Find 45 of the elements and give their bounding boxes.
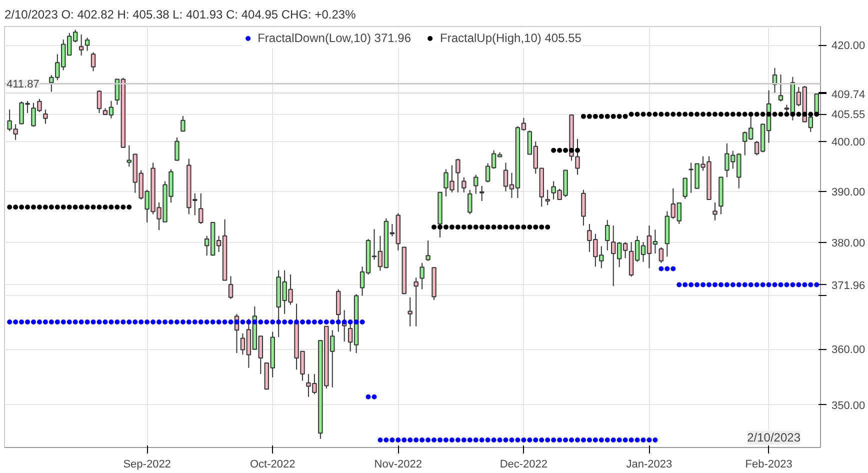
y-tick-label: 400.00: [832, 136, 866, 148]
y-tick-label: 390.00: [832, 186, 866, 198]
candlestick: [174, 136, 180, 162]
x-tick-label: Oct-2022: [250, 458, 296, 470]
y-tick-label: 409.74: [832, 88, 866, 101]
legend-label: FractalDown(Low,10) 371.96: [258, 31, 412, 45]
candlestick: [581, 189, 586, 226]
candlestick: [778, 74, 784, 102]
candlestick: [468, 189, 472, 215]
legend-label: FractalUp(High,10) 405.55: [440, 31, 582, 45]
candlestick: [479, 185, 484, 202]
candlestick: [198, 192, 204, 224]
candlestick: [228, 276, 234, 300]
candlestick: [712, 202, 718, 221]
y-tick-label: 380.00: [832, 238, 866, 250]
candlestick: [462, 176, 466, 193]
y-tick-label: 371.96: [832, 280, 866, 292]
candlestick: [90, 52, 96, 72]
y-tick-label: 360.00: [832, 344, 866, 356]
candlestick: [420, 262, 424, 290]
y-tick-label: 420.00: [832, 40, 866, 52]
candlestick: [43, 109, 48, 124]
candlestick: [426, 240, 430, 262]
x-tick-label: Feb-2023: [745, 458, 792, 470]
chart-title: 2/10/2023 O: 402.82 H: 405.38 L: 401.93 C: 404.95 CHG: +0.23%: [4, 8, 356, 22]
candlestick: [658, 246, 664, 264]
candlestick: [84, 37, 90, 52]
candlestick: [456, 158, 460, 193]
candlestick: [474, 174, 478, 194]
x-tick-label: Sep-2022: [123, 458, 171, 470]
annotation: 2/10/2023: [747, 430, 801, 444]
candlestick: [414, 277, 418, 327]
candlestick: [682, 178, 688, 200]
candlestick: [96, 90, 102, 114]
candlestick: [180, 115, 186, 132]
candlestick: [78, 34, 84, 56]
candlestick: [408, 296, 412, 327]
candlestick: [605, 219, 610, 251]
x-tick-label: Dec-2022: [500, 458, 548, 470]
y-tick-label: 405.55: [832, 109, 866, 122]
ref-line-label: 411.87: [6, 78, 40, 91]
y-tick-label: 350.00: [832, 400, 866, 412]
x-tick-label: Jan-2023: [626, 458, 672, 470]
x-tick-label: Nov-2022: [374, 458, 422, 470]
candlestick: [545, 189, 550, 206]
